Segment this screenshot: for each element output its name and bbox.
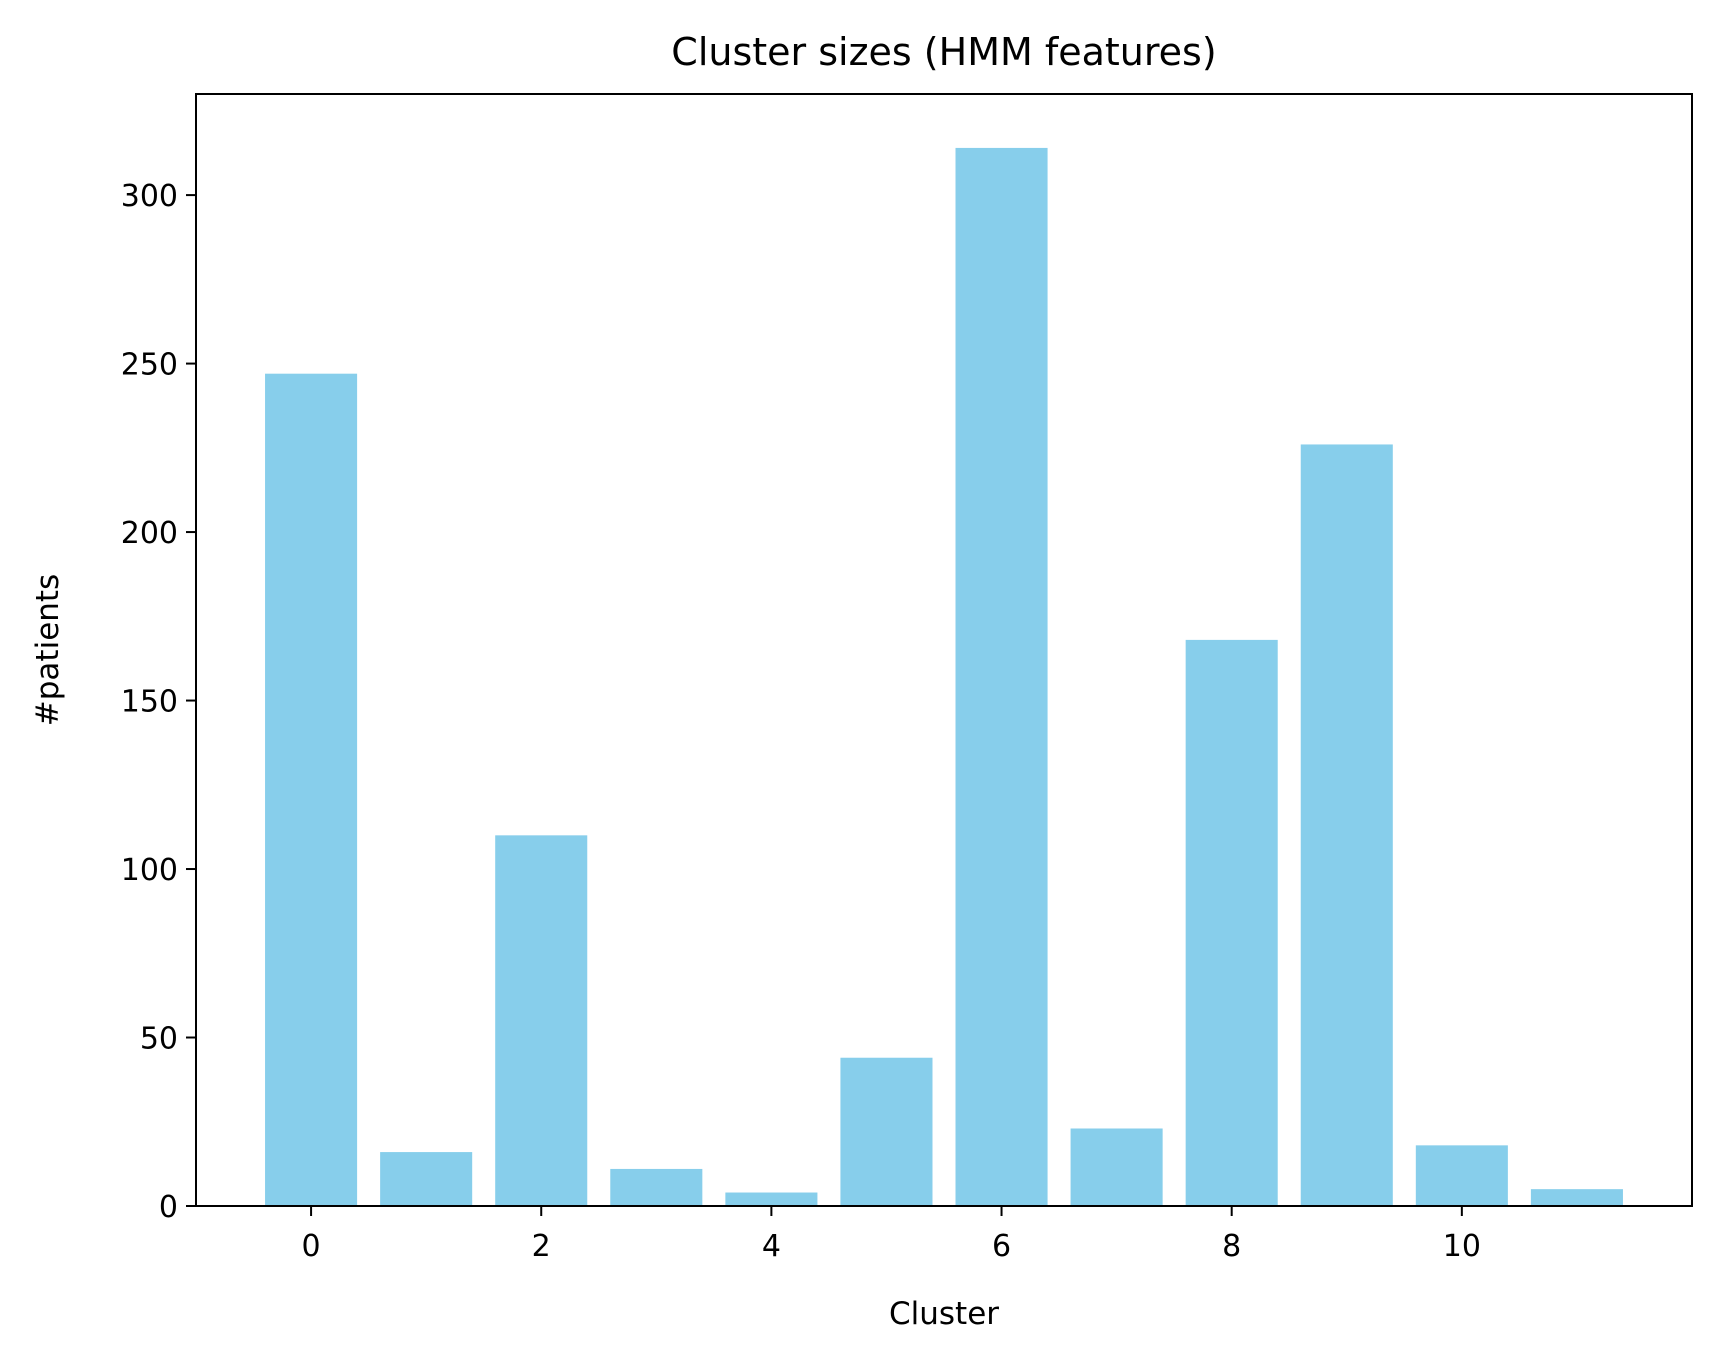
x-tick-label: 6 bbox=[992, 1229, 1011, 1264]
x-tick-label: 2 bbox=[532, 1229, 551, 1264]
chart-title: Cluster sizes (HMM features) bbox=[671, 30, 1216, 74]
x-axis-label: Cluster bbox=[889, 1296, 999, 1332]
bar-cluster-11 bbox=[1530, 1189, 1623, 1206]
bar-cluster-2 bbox=[495, 835, 588, 1206]
bar-cluster-9 bbox=[1300, 444, 1393, 1206]
x-tick-label: 0 bbox=[302, 1229, 321, 1264]
bar-cluster-0 bbox=[265, 373, 358, 1207]
bar-cluster-7 bbox=[1070, 1128, 1163, 1206]
bar-cluster-8 bbox=[1185, 639, 1278, 1206]
y-tick-label: 50 bbox=[140, 1022, 178, 1057]
bar-cluster-3 bbox=[610, 1168, 703, 1206]
bar-cluster-6 bbox=[955, 147, 1048, 1206]
x-tick-label: 8 bbox=[1222, 1229, 1241, 1264]
x-tick-label: 4 bbox=[762, 1229, 781, 1264]
bar-cluster-4 bbox=[725, 1192, 818, 1206]
bar-cluster-10 bbox=[1415, 1145, 1508, 1206]
bar-cluster-1 bbox=[380, 1152, 473, 1206]
bar-cluster-5 bbox=[840, 1057, 933, 1206]
y-axis-label: #patients bbox=[30, 574, 66, 726]
y-tick-label: 250 bbox=[121, 348, 178, 383]
y-tick-label: 150 bbox=[121, 685, 178, 720]
bars-layer bbox=[265, 147, 1623, 1207]
y-tick-label: 100 bbox=[121, 853, 178, 888]
y-tick-label: 0 bbox=[159, 1190, 178, 1225]
x-tick-label: 10 bbox=[1443, 1229, 1481, 1264]
y-tick-label: 200 bbox=[121, 516, 178, 551]
plot-frame bbox=[195, 93, 1693, 1207]
y-tick-label: 300 bbox=[121, 179, 178, 214]
